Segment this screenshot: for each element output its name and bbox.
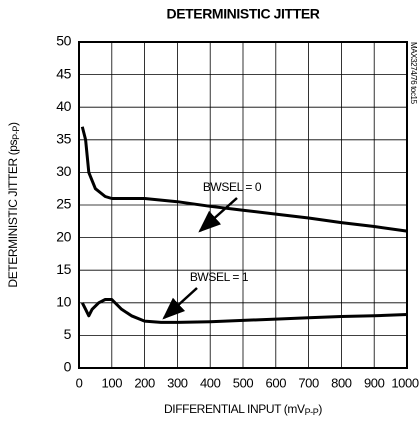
y-tick-label: 50: [56, 33, 71, 49]
side-note: MAX3274/76 toc15: [409, 42, 418, 105]
y-tick-label: 15: [56, 261, 71, 277]
y-label-text: DETERMINISTIC JITTER (ps: [6, 139, 20, 287]
x-tick-label: 300: [167, 375, 188, 390]
data-line: [80, 126, 408, 233]
y-tick-label: 10: [56, 294, 71, 310]
y-tick-label: 5: [64, 326, 72, 342]
annotation: BWSEL = 1: [190, 270, 249, 284]
x-label-sub: P-P: [305, 407, 319, 417]
x-tick-label: 0: [76, 375, 83, 390]
x-label-suffix: ): [318, 402, 322, 416]
x-tick-label: 500: [233, 375, 254, 390]
y-tick-label: 45: [56, 65, 71, 81]
x-tick-label: 1000: [391, 375, 418, 390]
chart-title: DETERMINISTIC JITTER: [166, 6, 319, 22]
y-tick-label: 20: [56, 228, 71, 244]
annotation-arrow: [198, 197, 238, 233]
annotation-arrow: [162, 287, 198, 320]
x-label-text: DIFFERENTIAL INPUT (mV: [164, 402, 305, 416]
y-tick-label: 30: [56, 163, 71, 179]
y-label-suffix: ): [6, 122, 20, 126]
annotation: BWSEL = 0: [203, 180, 262, 194]
plot-frame: [78, 41, 408, 369]
x-tick-label: 900: [364, 375, 385, 390]
y-tick-label: 40: [56, 98, 71, 114]
y-label-sub: P-P: [11, 126, 21, 140]
x-tick-label: 400: [200, 375, 221, 390]
x-tick-label: 600: [266, 375, 287, 390]
x-axis-label: DIFFERENTIAL INPUT (mVP-P): [164, 402, 322, 417]
y-tick-label: 35: [56, 131, 71, 147]
x-tick-label: 800: [331, 375, 352, 390]
y-axis-label: DETERMINISTIC JITTER (psP-P): [6, 122, 21, 288]
x-tick-label: 200: [134, 375, 155, 390]
x-tick-label: 100: [102, 375, 123, 390]
data-line: [80, 298, 408, 324]
x-tick-label: 700: [298, 375, 319, 390]
y-tick-label: 25: [56, 196, 71, 212]
y-tick-label: 0: [64, 359, 72, 375]
